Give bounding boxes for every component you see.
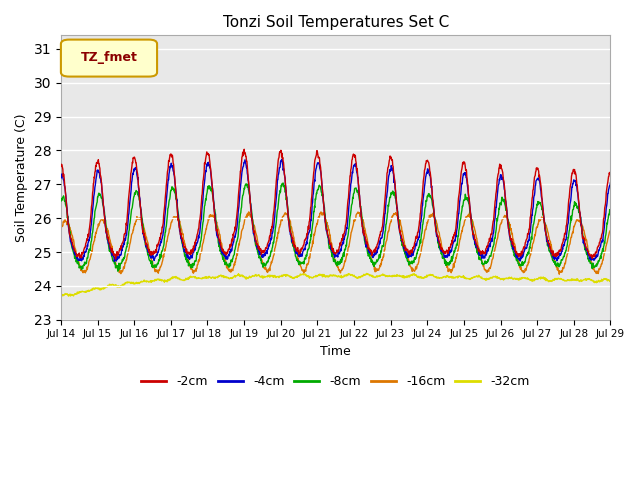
FancyBboxPatch shape xyxy=(61,39,157,77)
X-axis label: Time: Time xyxy=(320,345,351,358)
-4cm xyxy=(278,156,286,162)
-2cm xyxy=(241,151,249,156)
-32cm xyxy=(241,275,249,281)
-8cm xyxy=(57,198,65,204)
-32cm xyxy=(493,275,501,281)
-16cm xyxy=(166,227,173,232)
-16cm xyxy=(556,271,563,277)
-32cm xyxy=(422,274,429,280)
-8cm xyxy=(279,180,287,186)
-8cm xyxy=(166,193,174,199)
-16cm xyxy=(179,231,187,237)
-8cm xyxy=(493,218,501,224)
-16cm xyxy=(541,221,549,227)
-4cm xyxy=(57,174,65,180)
-32cm xyxy=(542,278,550,284)
-16cm xyxy=(493,237,501,242)
-32cm xyxy=(57,292,65,298)
-8cm xyxy=(422,204,429,209)
-32cm xyxy=(180,277,188,283)
-32cm xyxy=(65,293,72,299)
-4cm xyxy=(166,163,174,169)
-4cm xyxy=(542,232,550,238)
Text: TZ_fmet: TZ_fmet xyxy=(81,51,138,64)
-4cm xyxy=(180,242,188,248)
-4cm xyxy=(422,174,429,180)
-16cm xyxy=(241,217,248,223)
-8cm xyxy=(241,183,249,189)
-32cm xyxy=(363,271,371,276)
-2cm xyxy=(422,161,429,167)
-16cm xyxy=(421,227,429,232)
-8cm xyxy=(114,268,122,274)
-2cm xyxy=(542,231,550,237)
Line: -2cm: -2cm xyxy=(61,149,611,259)
Legend: -2cm, -4cm, -8cm, -16cm, -32cm: -2cm, -4cm, -8cm, -16cm, -32cm xyxy=(136,370,535,393)
-4cm xyxy=(607,180,614,186)
-32cm xyxy=(607,278,614,284)
-2cm xyxy=(57,162,65,168)
-16cm xyxy=(245,209,253,215)
Y-axis label: Soil Temperature (C): Soil Temperature (C) xyxy=(15,113,28,242)
-2cm xyxy=(607,169,614,175)
-8cm xyxy=(607,208,614,214)
-8cm xyxy=(180,247,188,252)
Line: -8cm: -8cm xyxy=(61,183,611,271)
-2cm xyxy=(111,256,119,262)
Title: Tonzi Soil Temperatures Set C: Tonzi Soil Temperatures Set C xyxy=(223,15,449,30)
-32cm xyxy=(166,277,174,283)
-2cm xyxy=(180,241,188,247)
-2cm xyxy=(166,152,174,157)
-16cm xyxy=(57,225,65,231)
-4cm xyxy=(241,157,249,163)
-4cm xyxy=(493,191,501,197)
Line: -4cm: -4cm xyxy=(61,159,611,262)
-4cm xyxy=(111,259,118,264)
-16cm xyxy=(607,228,614,233)
-8cm xyxy=(542,229,550,235)
-2cm xyxy=(493,175,501,181)
Line: -16cm: -16cm xyxy=(61,212,611,274)
-2cm xyxy=(241,146,248,152)
Line: -32cm: -32cm xyxy=(61,274,611,296)
